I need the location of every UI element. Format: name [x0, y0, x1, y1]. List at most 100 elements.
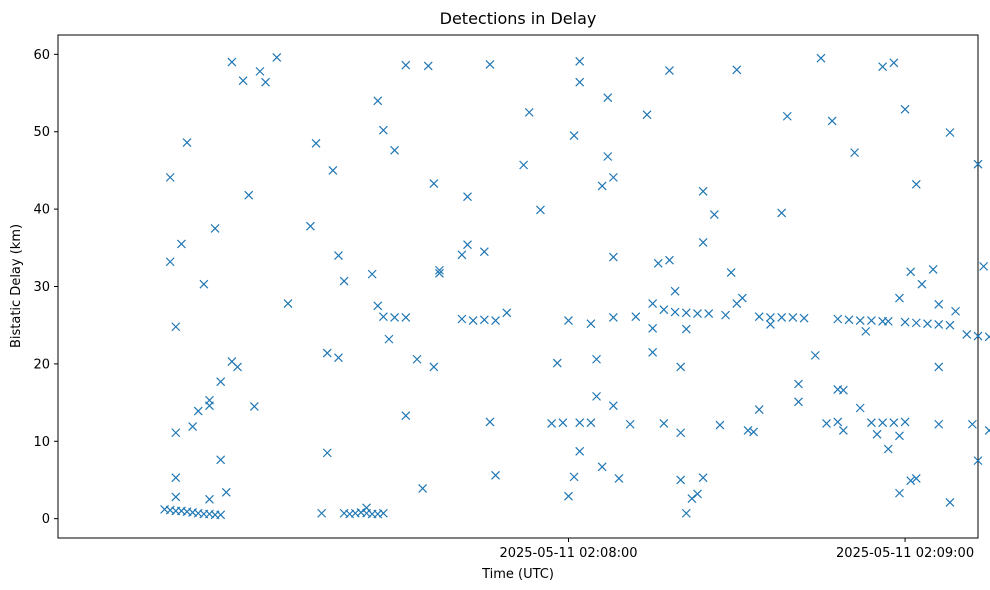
data-point: [743, 426, 753, 435]
data-point: [676, 475, 686, 485]
data-point: [737, 293, 747, 303]
data-point: [569, 131, 579, 141]
data-point: [878, 418, 888, 428]
data-point: [221, 487, 231, 497]
data-point: [491, 316, 500, 325]
data-point: [670, 286, 680, 296]
y-tick-label: 10: [33, 435, 50, 450]
data-point: [962, 330, 972, 339]
data-point: [227, 57, 237, 67]
data-point: [681, 324, 691, 334]
data-point: [698, 237, 708, 247]
data-point: [479, 247, 489, 257]
data-point: [317, 508, 327, 518]
data-point: [597, 181, 607, 191]
data-point: [575, 56, 585, 66]
data-point: [322, 348, 332, 358]
data-point: [171, 322, 181, 332]
data-point: [715, 420, 725, 430]
plot-frame: [57, 34, 979, 539]
data-point: [552, 358, 562, 368]
data-point: [418, 484, 428, 493]
data-point: [519, 160, 529, 170]
data-point: [670, 307, 680, 317]
data-point: [564, 316, 573, 325]
data-point: [906, 476, 916, 486]
data-point: [463, 240, 472, 250]
data-point: [653, 258, 663, 268]
data-point: [833, 314, 843, 324]
data-point: [833, 417, 843, 427]
data-point: [188, 422, 198, 431]
data-point: [934, 319, 944, 329]
data-point: [339, 276, 349, 286]
data-point: [659, 419, 669, 428]
data-point: [390, 313, 400, 322]
data-point: [872, 429, 882, 439]
data-point: [911, 318, 921, 328]
data-point: [827, 116, 837, 126]
data-point: [766, 313, 775, 322]
y-tick-label: 40: [33, 203, 50, 218]
data-point: [911, 179, 921, 189]
data-point: [810, 350, 820, 360]
y-tick-label: 0: [42, 512, 50, 527]
data-point: [782, 111, 792, 121]
data-point: [648, 347, 658, 357]
data-point: [676, 362, 686, 372]
data-point: [889, 418, 899, 428]
x-tick-label: 2025-05-11 02:09:00: [836, 546, 974, 561]
data-point: [665, 255, 674, 265]
data-point: [917, 279, 927, 289]
data-point: [401, 313, 411, 322]
data-point: [895, 293, 904, 303]
data-point: [749, 427, 759, 437]
data-point: [608, 252, 618, 262]
data-point: [732, 65, 742, 75]
data-point: [883, 444, 893, 454]
data-point: [934, 362, 944, 372]
data-point: [216, 377, 226, 387]
data-markers: [160, 53, 990, 520]
data-point: [777, 313, 787, 322]
data-point: [631, 312, 641, 322]
data-point: [984, 426, 990, 435]
data-point: [934, 419, 944, 429]
data-point: [883, 316, 893, 326]
data-point: [945, 320, 955, 330]
data-point: [642, 110, 652, 120]
data-point: [766, 319, 775, 329]
data-point: [895, 488, 904, 498]
data-point: [334, 251, 343, 260]
data-point: [210, 224, 220, 233]
data-point: [900, 417, 910, 427]
data-point: [564, 491, 573, 501]
data-point: [244, 190, 254, 200]
data-point: [838, 385, 848, 395]
data-point: [945, 128, 955, 137]
data-point: [485, 59, 495, 69]
data-point: [676, 428, 686, 438]
data-point: [457, 250, 467, 260]
data-point: [794, 379, 803, 389]
x-tick-label: 2025-05-11 02:08:00: [499, 546, 637, 561]
data-point: [199, 279, 209, 289]
data-point: [906, 267, 916, 277]
data-point: [945, 497, 955, 507]
data-point: [721, 310, 730, 320]
data-point: [261, 77, 270, 87]
data-point: [973, 331, 983, 341]
data-point: [216, 455, 226, 465]
data-point: [367, 269, 377, 279]
data-point: [401, 60, 411, 70]
chart-title: Detections in Delay: [440, 9, 597, 28]
data-point: [799, 313, 809, 323]
data-point: [704, 309, 714, 319]
data-point: [423, 61, 433, 71]
data-point: [558, 418, 568, 428]
y-axis-label: Bistatic Delay (km): [9, 224, 24, 348]
data-point: [429, 179, 439, 189]
data-point: [597, 462, 607, 472]
data-point: [878, 62, 888, 72]
